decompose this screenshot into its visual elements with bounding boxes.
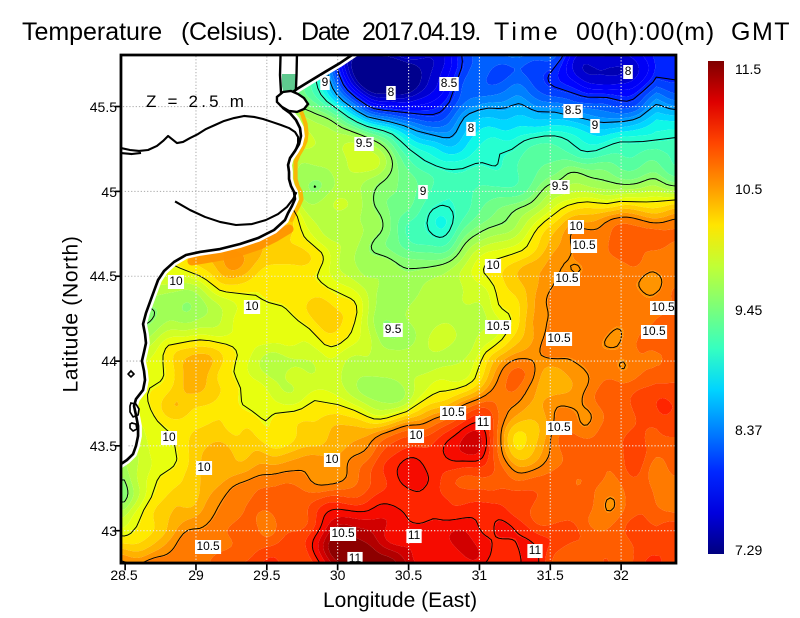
svg-text:10: 10 [325,452,339,466]
svg-text:11: 11 [408,528,421,542]
svg-text:9.5: 9.5 [356,136,373,150]
svg-text:10: 10 [569,219,583,233]
svg-text:8: 8 [468,121,475,135]
svg-text:10: 10 [197,460,211,474]
svg-text:10: 10 [409,428,423,442]
svg-text:8: 8 [625,64,632,78]
svg-text:8.5: 8.5 [565,103,582,117]
svg-text:10: 10 [169,274,183,288]
svg-text:10.5: 10.5 [196,539,220,553]
svg-text:10: 10 [486,258,500,272]
svg-text:10.5: 10.5 [331,526,355,540]
svg-text:10.5: 10.5 [547,331,571,345]
svg-text:10.5: 10.5 [642,324,666,338]
svg-text:10.5: 10.5 [572,238,596,252]
svg-text:10: 10 [162,430,176,444]
svg-text:9: 9 [322,75,329,89]
svg-text:10.5: 10.5 [547,420,571,434]
svg-text:9: 9 [420,184,427,198]
svg-text:8: 8 [388,85,395,99]
svg-text:10.5: 10.5 [441,405,465,419]
svg-text:11: 11 [349,551,362,565]
svg-text:11: 11 [477,415,490,429]
svg-text:10.5: 10.5 [555,271,579,285]
svg-text:10.5: 10.5 [651,300,675,314]
svg-text:10: 10 [245,299,259,313]
svg-text:11: 11 [529,543,542,557]
svg-text:9: 9 [592,118,599,132]
svg-text:9.5: 9.5 [385,322,402,336]
svg-text:8.5: 8.5 [441,76,458,90]
svg-text:10.5: 10.5 [486,319,510,333]
svg-text:9.5: 9.5 [552,179,569,193]
